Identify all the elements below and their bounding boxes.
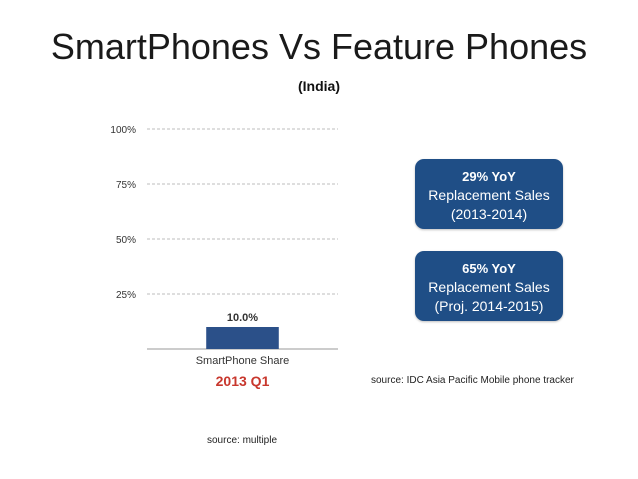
callout-line-2: (2013-2014)	[450, 206, 528, 222]
slide-title: SmartPhones Vs Feature Phones	[50, 26, 588, 67]
y-tick-label: 75%	[116, 180, 136, 191]
source-note-idc: source: IDC Asia Pacific Mobile phone tr…	[371, 375, 574, 386]
y-tick-label: 50%	[116, 235, 136, 246]
x-category-label: SmartPhone Share	[196, 355, 290, 367]
source-note-multiple: source: multiple	[207, 435, 278, 446]
callout-replacement-2013-2014: 29% YoY Replacement Sales (2013-2014)	[415, 159, 563, 229]
callout-replacement-2014-2015: 65% YoY Replacement Sales (Proj. 2014-20…	[415, 251, 563, 321]
bar	[206, 327, 279, 349]
slide-subtitle: (India)	[298, 78, 340, 94]
y-tick-label: 25%	[116, 290, 136, 301]
callout-line-1: Replacement Sales	[428, 279, 550, 295]
callout-line-1: Replacement Sales	[428, 187, 550, 203]
callout-headline: 29% YoY	[462, 169, 516, 184]
y-tick-label: 100%	[110, 125, 136, 136]
period-label: 2013 Q1	[216, 373, 270, 389]
callout-headline: 65% YoY	[462, 261, 516, 276]
bar-data-label: 10.0%	[227, 312, 258, 324]
callout-line-2: (Proj. 2014-2015)	[434, 298, 544, 314]
